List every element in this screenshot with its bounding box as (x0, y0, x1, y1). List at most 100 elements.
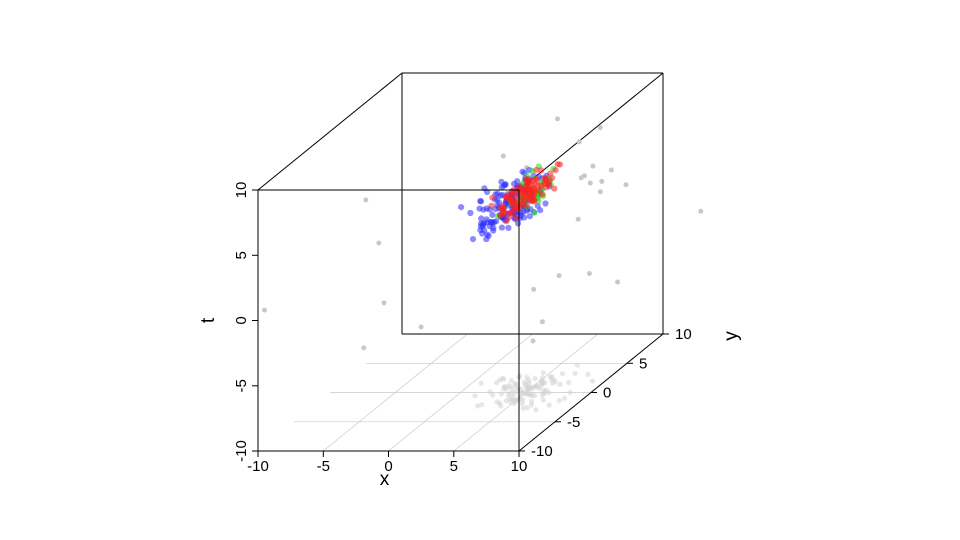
outlier-point (597, 189, 603, 195)
cluster-point-blue (526, 213, 533, 220)
outlier-point (381, 300, 387, 306)
floor-shadow-point (523, 391, 529, 397)
cluster-point-red (502, 193, 509, 200)
cluster-point-red (523, 202, 531, 209)
outlier-point (698, 208, 704, 214)
floor-shadow-point (510, 395, 516, 401)
outlier-point (623, 182, 629, 188)
floor-shadow-point (549, 380, 556, 386)
cluster-point-red (489, 194, 496, 201)
floor-shadow-point (559, 371, 566, 377)
cluster-point-blue (458, 204, 465, 211)
floor-shadow-point (585, 371, 591, 377)
cluster-point-blue (497, 192, 504, 199)
cluster-point-blue (477, 198, 485, 205)
floor-shadow-point (533, 407, 539, 413)
outlier-point (376, 240, 382, 246)
outlier-point (530, 338, 536, 344)
cluster-point-blue (542, 200, 549, 207)
t-tick-label: 10 (233, 182, 250, 199)
t-axis-title: t (198, 317, 219, 323)
cluster-point-blue (502, 181, 509, 188)
x-tick-label: -10 (247, 458, 269, 475)
cluster-point-blue (493, 218, 500, 225)
floor-shadow-point (472, 393, 478, 399)
outlier-point (555, 116, 560, 122)
floor-shadow-point (494, 380, 500, 386)
floor-shadow-point (529, 402, 535, 408)
t-tick-label: -5 (233, 379, 250, 392)
floor-shadow-point (503, 398, 509, 404)
floor-shadow-point (501, 384, 507, 390)
cluster-point-red (512, 214, 520, 221)
cluster-point-blue (489, 211, 496, 218)
floor-shadow-point (479, 402, 485, 408)
floor-shadow-point (490, 392, 496, 398)
floor-shadow-point (540, 370, 546, 376)
outlier-point (576, 139, 582, 145)
floor-shadow-point (520, 405, 526, 411)
cluster-point-red (533, 175, 540, 182)
cluster-point-red (547, 170, 554, 177)
floor-shadow-point (540, 397, 546, 403)
floor-shadow-point (519, 401, 525, 407)
y-tick-label: -5 (567, 414, 580, 431)
floor-shadow-point (505, 392, 512, 398)
floor-shadow-point (562, 395, 568, 401)
floor-shadow-point (532, 375, 538, 382)
cluster-point-red (512, 195, 519, 202)
floor-shadow-point (511, 390, 517, 396)
cluster-point-blue (479, 230, 486, 237)
floor-shadow-point (524, 405, 530, 411)
x-tick-label: 5 (450, 458, 458, 475)
cluster-point-blue (480, 206, 487, 213)
cluster-point-blue (498, 224, 505, 231)
floor-shadow-point (511, 400, 517, 407)
x-tick-label: 0 (384, 458, 392, 475)
cluster-point-red (510, 206, 518, 213)
y-tick-label: -10 (531, 443, 553, 460)
t-tick-label: 5 (233, 251, 250, 259)
cluster-point-red (503, 218, 510, 225)
floor-shadow-point (539, 392, 545, 398)
x-axis-title: x (380, 469, 390, 490)
cluster-point-blue (484, 231, 491, 238)
floor-shadow-point (529, 386, 535, 392)
floor-shadow-point (546, 402, 552, 408)
cluster-point-green (531, 209, 538, 216)
outlier-point (363, 197, 369, 203)
y-axis-title: y (721, 331, 742, 341)
outlier-point (262, 307, 267, 313)
floor-shadow-point (557, 381, 563, 387)
floor-shadow-point (546, 390, 552, 396)
cluster-point-blue (521, 214, 528, 221)
cluster-point-red (533, 166, 540, 174)
outlier-point (581, 173, 587, 179)
cluster-point-blue (483, 236, 490, 243)
outlier-point (597, 125, 603, 131)
outlier-point (615, 279, 621, 285)
cluster-point-blue (514, 178, 521, 185)
cluster-point-red (538, 167, 545, 174)
cluster-point-blue (514, 220, 522, 227)
outlier-point (586, 271, 592, 276)
floor-shadow-point (494, 399, 500, 405)
y-tick-label: 10 (675, 326, 692, 343)
cluster-point-red (539, 191, 546, 198)
outlier-point (539, 319, 545, 325)
cluster-point-blue (490, 227, 497, 234)
floor-shadow-point (475, 403, 481, 409)
outlier-point (361, 345, 367, 351)
floor-shadow-point (501, 376, 507, 382)
outlier-point (575, 216, 581, 222)
outlier-point (500, 153, 506, 159)
cluster-point-red (520, 189, 528, 196)
cluster-point-blue (478, 215, 485, 222)
floor-shadow-point (498, 403, 504, 409)
cluster-point-blue (505, 224, 512, 231)
cluster-point-red (488, 202, 495, 209)
cluster-point-red (498, 206, 505, 213)
t-tick-label: 0 (233, 316, 250, 324)
floor-shadow-point (498, 391, 504, 397)
